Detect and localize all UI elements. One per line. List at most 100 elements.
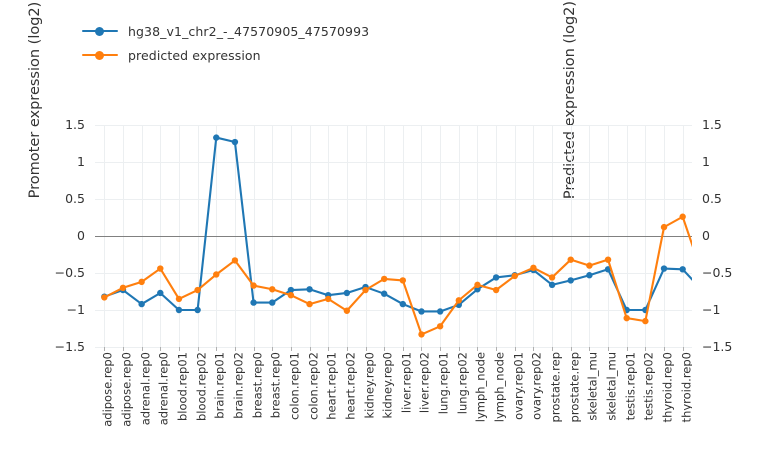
data-point-marker[interactable]	[418, 331, 425, 338]
x-tick-label: ovary.rep01	[511, 352, 526, 420]
data-point-marker[interactable]	[287, 292, 295, 299]
data-point-marker[interactable]	[642, 317, 649, 325]
y-tick-label-right: 1.5	[702, 117, 722, 132]
x-axis-tickmark	[514, 347, 516, 351]
data-point-marker[interactable]	[119, 284, 127, 291]
x-tick-label: prostate.rep	[566, 352, 581, 423]
data-point-marker[interactable]	[138, 300, 145, 308]
x-tick-label: ovary.rep02	[529, 352, 544, 420]
x-tick-label: liver.rep01	[399, 352, 414, 414]
data-point-marker[interactable]	[679, 213, 686, 220]
data-point-marker[interactable]	[418, 308, 425, 315]
x-axis-tickmark	[589, 347, 591, 351]
data-point-marker[interactable]	[660, 265, 668, 272]
y-tick-label-left: 0	[77, 228, 85, 243]
y-tick-label-right: 0.5	[702, 191, 722, 206]
data-point-marker[interactable]	[567, 256, 574, 263]
x-tick-label: skeletal_mu	[585, 352, 600, 421]
y-tick-label-left: 0.5	[65, 191, 85, 206]
data-point-marker[interactable]	[343, 289, 351, 297]
x-axis-tickmark	[253, 347, 255, 351]
data-point-marker[interactable]	[660, 223, 668, 231]
data-point-marker[interactable]	[175, 295, 183, 303]
x-axis-tickmark	[122, 347, 124, 351]
y-tick-label-left: 1	[77, 154, 85, 169]
x-axis-tickmark	[216, 347, 218, 351]
series-line-predicted	[103, 215, 692, 336]
data-point-marker[interactable]	[548, 274, 556, 281]
data-point-marker[interactable]	[157, 289, 164, 297]
data-point-marker[interactable]	[380, 275, 388, 283]
data-point-marker[interactable]	[194, 286, 201, 294]
data-point-marker[interactable]	[306, 286, 313, 293]
data-point-marker[interactable]	[399, 277, 407, 284]
gridline-horizontal	[95, 125, 692, 126]
x-axis-tickmark	[178, 347, 180, 351]
gridline-horizontal	[95, 347, 692, 348]
data-point-marker[interactable]	[250, 282, 257, 289]
data-point-marker[interactable]	[157, 265, 164, 272]
x-axis-tickmark	[141, 347, 143, 351]
data-point-marker[interactable]	[436, 323, 444, 330]
data-point-marker[interactable]	[269, 286, 276, 293]
data-point-marker[interactable]	[287, 286, 295, 294]
data-point-marker[interactable]	[175, 306, 183, 314]
data-point-marker[interactable]	[101, 294, 108, 301]
data-point-marker[interactable]	[586, 262, 593, 269]
data-point-marker[interactable]	[269, 299, 276, 306]
plot-area	[95, 125, 692, 351]
gridline-horizontal	[95, 310, 692, 311]
legend-entry-promoter[interactable]: hg38_v1_chr2_-_47570905_47570993	[82, 22, 369, 40]
data-point-marker[interactable]	[399, 300, 407, 308]
x-axis-tickmark	[402, 347, 404, 351]
y-tick-label-right: 1	[702, 154, 710, 169]
data-point-marker[interactable]	[306, 300, 313, 308]
x-tick-label: kidney.rep0	[380, 352, 395, 419]
y-tick-label-left: −0.5	[54, 265, 85, 280]
data-point-marker[interactable]	[213, 271, 220, 278]
x-axis-tickmark	[365, 347, 367, 351]
data-point-marker[interactable]	[194, 306, 201, 314]
x-tick-label: kidney.rep0	[361, 352, 376, 419]
x-tick-label: lung.rep02	[455, 352, 470, 415]
x-tick-label: blood.rep02	[193, 352, 208, 422]
legend-entry-predicted[interactable]: predicted expression	[82, 46, 369, 64]
y-tick-label-right: −0.5	[702, 265, 733, 280]
data-point-marker[interactable]	[492, 274, 500, 281]
data-point-marker[interactable]	[474, 286, 481, 293]
data-point-marker[interactable]	[548, 281, 556, 289]
x-axis-tickmark	[197, 347, 199, 351]
data-point-marker[interactable]	[138, 278, 145, 286]
data-point-marker[interactable]	[343, 307, 351, 314]
x-tick-label: lymph_node	[492, 352, 507, 423]
data-point-marker[interactable]	[586, 272, 593, 279]
x-tick-label: blood.rep01	[175, 352, 190, 422]
data-point-marker[interactable]	[231, 138, 239, 146]
x-tick-label: thyroid.rep0	[660, 352, 675, 423]
data-point-marker[interactable]	[530, 264, 537, 272]
data-point-marker[interactable]	[362, 286, 369, 294]
y-tick-label-right: 0	[702, 228, 710, 243]
data-point-marker[interactable]	[436, 308, 444, 315]
gridline-horizontal	[95, 273, 692, 274]
data-point-marker[interactable]	[492, 286, 500, 294]
data-point-marker[interactable]	[250, 299, 257, 306]
data-point-marker[interactable]	[231, 257, 239, 264]
data-point-marker[interactable]	[604, 256, 612, 263]
data-point-marker[interactable]	[511, 272, 518, 280]
data-point-marker[interactable]	[679, 266, 686, 273]
data-point-marker[interactable]	[474, 281, 481, 289]
data-point-marker[interactable]	[455, 297, 462, 304]
x-axis-tickmark	[664, 347, 666, 351]
x-axis-tickmark	[104, 347, 106, 351]
x-axis-tickmark	[496, 347, 498, 351]
data-point-marker[interactable]	[213, 134, 220, 141]
x-axis-tickmark	[290, 347, 292, 351]
data-point-marker[interactable]	[380, 290, 388, 297]
data-point-marker[interactable]	[567, 277, 574, 284]
legend-label-promoter: hg38_v1_chr2_-_47570905_47570993	[128, 23, 370, 39]
data-point-marker[interactable]	[623, 314, 630, 322]
x-tick-label: liver.rep02	[417, 352, 432, 414]
data-point-marker[interactable]	[325, 295, 332, 303]
x-axis-tickmark	[384, 347, 386, 351]
